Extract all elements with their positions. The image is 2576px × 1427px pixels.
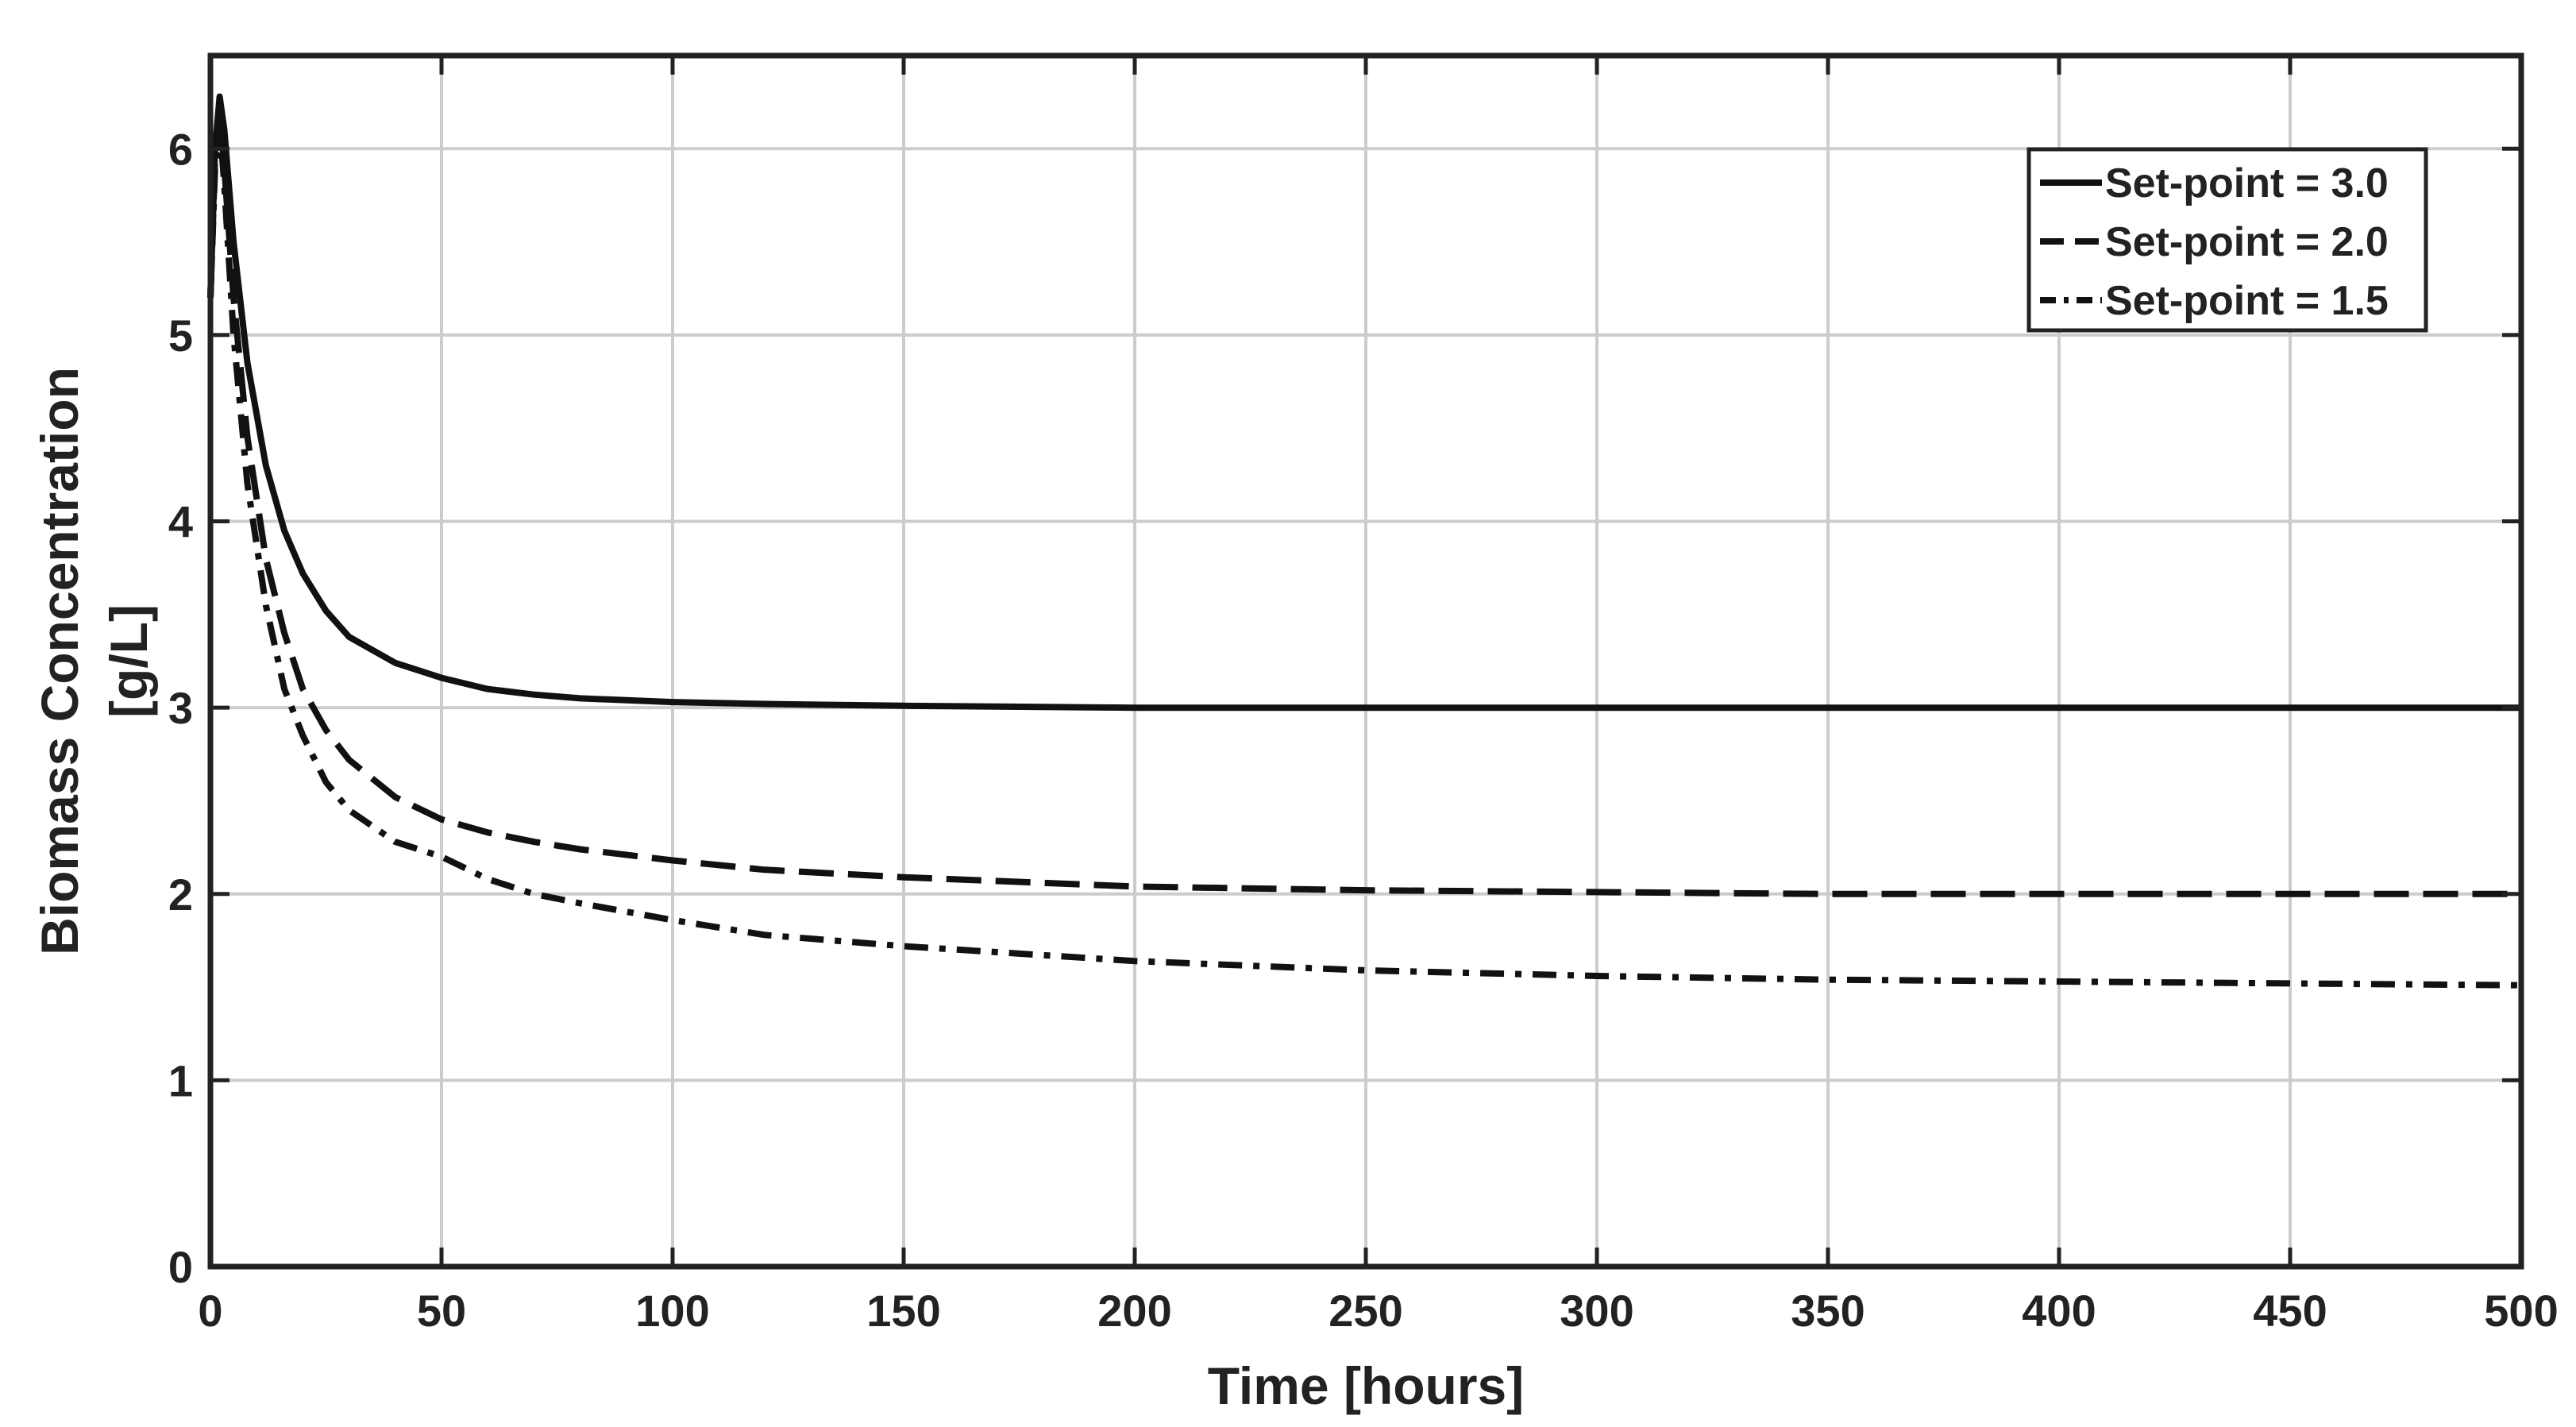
ticks [208, 56, 2524, 1269]
x-tick-label: 100 [635, 1286, 709, 1336]
legend-label-1: Set-point = 3.0 [2105, 160, 2389, 206]
legend: Set-point = 3.0 Set-point = 2.0 Set-point … [2026, 147, 2428, 333]
y-tick-label: 0 [168, 1242, 193, 1292]
x-tick-label: 0 [198, 1286, 222, 1336]
x-tick-label: 500 [2484, 1286, 2558, 1336]
x-tick-label: 150 [866, 1286, 940, 1336]
x-tick-label: 300 [1560, 1286, 1633, 1336]
legend-items: Set-point = 3.0 Set-point = 2.0 Set-point … [2040, 160, 2389, 324]
x-tick-label: 350 [1791, 1286, 1865, 1336]
x-tick-label: 450 [2253, 1286, 2327, 1336]
y-tick-label: 1 [168, 1055, 193, 1105]
y-tick-label: 2 [168, 870, 193, 920]
tick-labels: 0 50 100 150 200 250 300 350 400 450 500 0 1 2 3 4 5 6 [168, 124, 2559, 1336]
series-line-3 [207, 118, 2522, 989]
y-tick-label: 6 [168, 124, 193, 174]
x-tick-label: 200 [1097, 1286, 1171, 1336]
x-tick-label: 400 [2022, 1286, 2096, 1336]
y-tick-label: 5 [168, 310, 193, 361]
x-tick-label: 50 [417, 1286, 466, 1336]
y-tick-label: 3 [168, 683, 193, 733]
y-tick-label: 4 [168, 497, 193, 547]
x-axis-label: Time [hours] [1208, 1356, 1524, 1415]
y-axis-label-line-1: Biomass Concentration [30, 367, 89, 955]
y-axis-label-line-2: [g/L] [99, 604, 158, 718]
series-group [207, 93, 2522, 989]
legend-label-3: Set-point = 1.5 [2105, 278, 2389, 324]
x-tick-label: 250 [1328, 1286, 1402, 1336]
series-line-1 [207, 93, 2521, 712]
legend-label-2: Set-point = 2.0 [2105, 219, 2389, 265]
